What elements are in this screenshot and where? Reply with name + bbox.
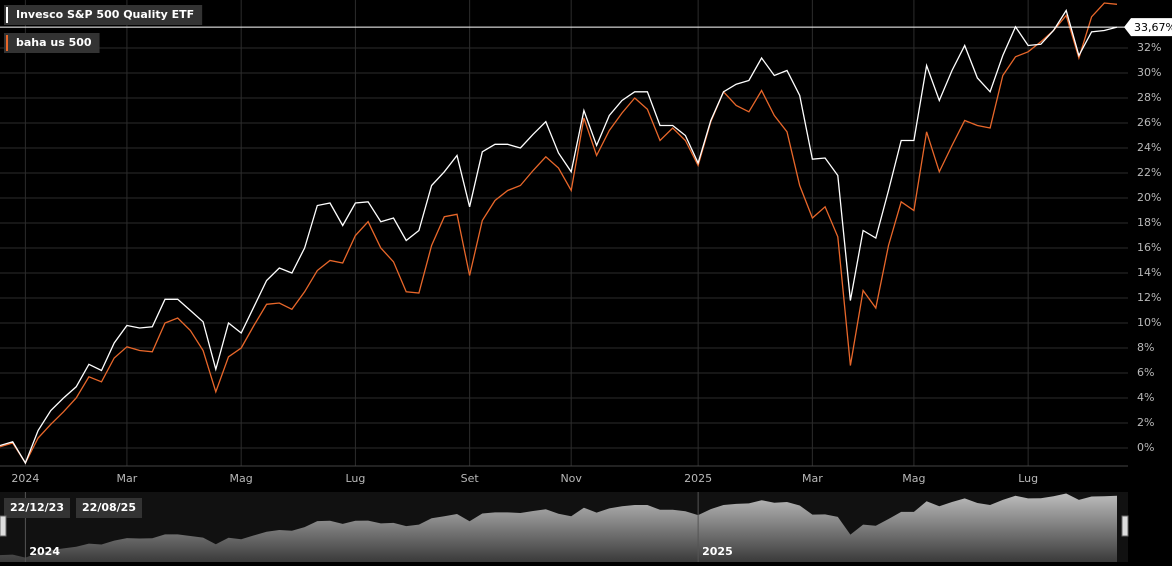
y-tick-label: 2% <box>1137 416 1154 429</box>
series-line <box>0 8 1118 465</box>
x-tick-label: Mar <box>117 472 138 485</box>
y-tick-label: 20% <box>1137 191 1161 204</box>
y-tick-label: 16% <box>1137 241 1161 254</box>
navigator-label: 2025 <box>702 545 733 558</box>
x-tick-label: 2024 <box>11 472 39 485</box>
x-tick-label: Mag <box>230 472 253 485</box>
legend-swatch <box>6 7 8 23</box>
y-tick-label: 0% <box>1137 441 1154 454</box>
y-tick-label: 4% <box>1137 391 1154 404</box>
legend-box <box>4 5 203 25</box>
series-line <box>0 2 1118 465</box>
last-value-label: 33,67% <box>1134 21 1172 34</box>
legend-label: Invesco S&P 500 Quality ETF <box>16 8 194 21</box>
x-tick-label: Nov <box>560 472 582 485</box>
y-tick-label: 18% <box>1137 216 1161 229</box>
date-box <box>76 498 142 518</box>
y-tick-label: 32% <box>1137 41 1161 54</box>
y-tick-label: 12% <box>1137 291 1161 304</box>
y-tick-label: 30% <box>1137 66 1161 79</box>
legend-item <box>4 33 100 53</box>
y-tick-label: 22% <box>1137 166 1161 179</box>
legend-label: baha us 500 <box>16 36 92 49</box>
y-tick-label: 28% <box>1137 91 1161 104</box>
legend-item <box>4 5 203 25</box>
navigator-handle[interactable] <box>1121 515 1129 537</box>
x-tick-label: Lug <box>345 472 365 485</box>
x-tick-label: Set <box>461 472 480 485</box>
plot-background <box>0 0 1128 488</box>
x-tick-label: Mag <box>902 472 925 485</box>
date-label: 22/12/23 <box>10 501 64 514</box>
legend-swatch <box>6 35 8 51</box>
x-tick-label: Lug <box>1018 472 1038 485</box>
date-label: 22/08/25 <box>82 501 136 514</box>
date-box <box>4 498 70 518</box>
navigator-label: 2024 <box>29 545 60 558</box>
y-tick-label: 26% <box>1137 116 1161 129</box>
y-tick-label: 24% <box>1137 141 1161 154</box>
legend-box <box>4 33 100 53</box>
y-tick-label: 6% <box>1137 366 1154 379</box>
y-tick-label: 14% <box>1137 266 1161 279</box>
navigator-area <box>0 493 1117 562</box>
x-tick-label: 2025 <box>684 472 712 485</box>
y-tick-label: 8% <box>1137 341 1154 354</box>
navigator-handle[interactable] <box>0 515 7 537</box>
x-tick-label: Mar <box>802 472 823 485</box>
last-value-box <box>1124 18 1172 37</box>
y-tick-label: 10% <box>1137 316 1161 329</box>
